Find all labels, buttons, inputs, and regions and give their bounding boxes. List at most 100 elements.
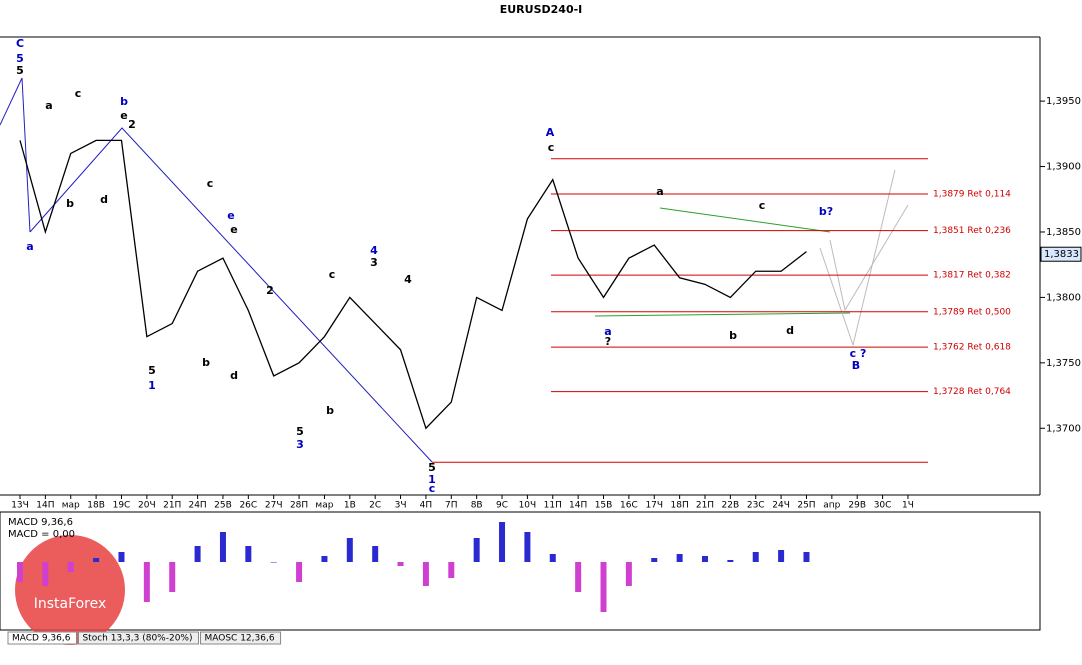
macd-bar (448, 562, 455, 578)
wave-label: c (429, 482, 436, 495)
macd-bar (803, 552, 810, 562)
x-tick-label: 14П (36, 501, 54, 511)
x-tick-label: 21П (163, 501, 181, 511)
wave-label: c (548, 141, 555, 154)
forecast-line (829, 204, 909, 312)
x-tick-label: 24П (188, 501, 206, 511)
tab-frame[interactable] (7, 631, 77, 645)
wave-label: ? (605, 335, 611, 348)
x-tick-label: 25П (797, 501, 815, 511)
x-tick-label: 11П (544, 501, 562, 511)
macd-bar (17, 562, 23, 582)
macd-bar (194, 546, 201, 562)
x-tick-label: 20Ч (138, 501, 156, 511)
wave-label: a (656, 185, 663, 198)
x-tick-label: 25В (214, 501, 232, 511)
wave-label: c ? (850, 347, 867, 360)
tab-frame[interactable] (77, 631, 199, 645)
x-tick-label: 15В (595, 501, 613, 511)
y-tick-label: 1,3950 (1046, 96, 1081, 107)
wave-line (29, 127, 433, 463)
x-tick-label: 18В (87, 501, 105, 511)
level-label: 1,3728 Ret 0,764 (933, 387, 1011, 397)
watermark-text: InstaForex (34, 596, 107, 612)
x-tick-label: 19С (113, 501, 131, 511)
macd-bar (321, 556, 328, 562)
wave-label: 2 (128, 118, 136, 131)
wave-label: b (66, 197, 74, 210)
macd-bar (499, 522, 506, 562)
wave-label: 5 (16, 52, 24, 65)
level-label: 1,3762 Ret 0,618 (933, 343, 1011, 353)
wave-label: e (230, 223, 237, 236)
x-tick-label: 10Ч (519, 501, 537, 511)
macd-bar (143, 562, 150, 602)
price-line (19, 139, 807, 430)
macd-bar (575, 562, 582, 592)
x-tick-label: 2С (369, 501, 381, 511)
x-tick-label: 28П (290, 501, 308, 511)
macd-bar (372, 546, 379, 562)
y-tick-label: 1,3700 (1046, 423, 1081, 434)
tab[interactable]: Stoch 13,3,3 (80%-20%) (82, 634, 192, 644)
macd-bar (245, 546, 252, 562)
forecast-line (819, 169, 896, 347)
wave-label: 2 (266, 284, 274, 297)
macd-bar (42, 562, 49, 586)
wave-label: d (786, 324, 794, 337)
x-tick-label: 30С (874, 501, 892, 511)
tab[interactable]: MACD 9,36,6 (12, 634, 71, 644)
wave-label: c (207, 177, 214, 190)
watermark: InstaForex (15, 535, 125, 645)
macd-bar (169, 562, 176, 592)
level-label: 1,3851 Ret 0,236 (933, 226, 1011, 236)
level-label: 1,3789 Ret 0,500 (933, 307, 1011, 317)
y-tick-label: 1,3750 (1046, 358, 1081, 369)
wave-label: c (75, 87, 82, 100)
x-tick-label: 27Ч (265, 501, 283, 511)
wave-label: d (230, 369, 238, 382)
macd-bar (600, 562, 607, 612)
macd-bar (118, 552, 125, 562)
x-tick-label: мар (62, 501, 80, 511)
wave-label: C (16, 37, 24, 50)
x-tick-label: 7П (445, 501, 458, 511)
x-tick-label: 23С (747, 501, 765, 511)
wave-line (0, 77, 31, 233)
channel-line (594, 312, 851, 317)
x-tick-label: 9С (496, 501, 508, 511)
x-tick-label: 29В (848, 501, 866, 511)
x-tick-label: 13Ч (11, 501, 29, 511)
macd-bar (778, 550, 785, 562)
macd-bar (473, 538, 480, 562)
channel-line (659, 207, 831, 233)
tab-frame[interactable] (200, 631, 282, 645)
macd-bar (701, 556, 708, 562)
chart-title: EURUSD240-I (500, 3, 583, 16)
wave-label: 5 (296, 425, 304, 438)
last-price-box (1040, 246, 1082, 262)
wave-label: 5 (148, 364, 156, 377)
macd-bar (524, 532, 531, 562)
wave-label: 5 (428, 461, 436, 474)
level-label: 1,3879 Ret 0,114 (933, 190, 1011, 200)
macd-bar (270, 562, 277, 563)
wave-label: a (26, 240, 33, 253)
wave-label: a (45, 99, 52, 112)
wave-label: e (227, 209, 234, 222)
wave-label: b (326, 404, 334, 417)
x-tick-label: 22В (722, 501, 740, 511)
tab[interactable]: MAOSC 12,36,6 (205, 634, 275, 644)
macd-bar (422, 562, 429, 586)
x-tick-label: 18П (671, 501, 689, 511)
wave-label: b (202, 356, 210, 369)
x-tick-label: 1В (344, 501, 356, 511)
x-tick-label: мар (315, 501, 333, 511)
y-tick-label: 1,3900 (1046, 162, 1081, 173)
x-tick-label: 21П (696, 501, 714, 511)
macd-bar (727, 560, 734, 562)
x-tick-label: 3Ч (395, 501, 407, 511)
wave-label: e (120, 109, 127, 122)
x-tick-label: 24Ч (772, 501, 790, 511)
